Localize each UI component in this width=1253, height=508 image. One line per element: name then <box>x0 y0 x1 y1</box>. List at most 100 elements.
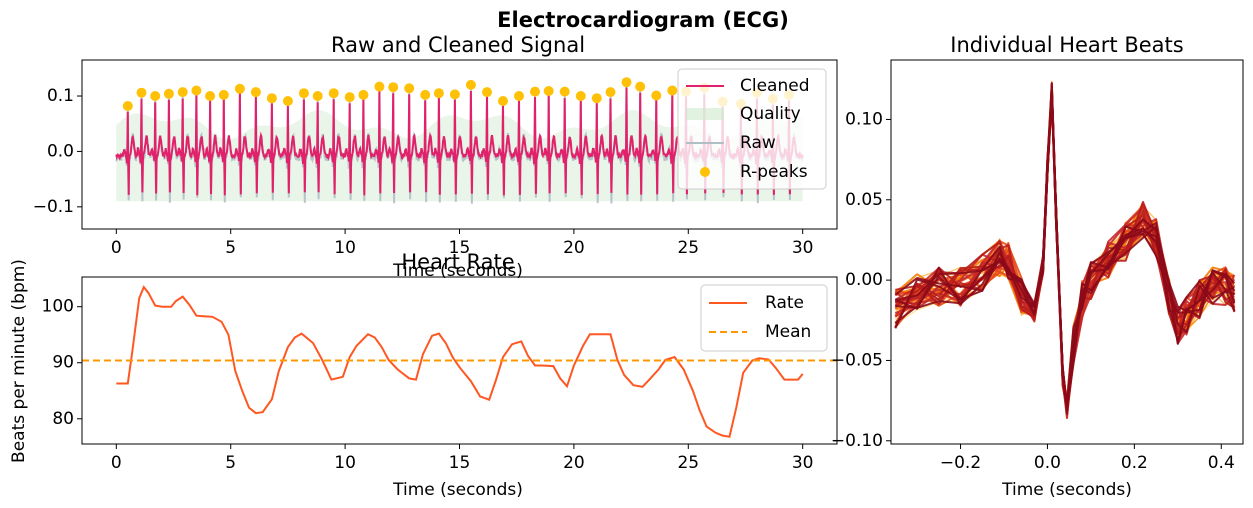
heartbeat-line <box>894 89 1235 410</box>
heartbeats-xtick-label: 0.2 <box>1121 453 1148 473</box>
axes-frame <box>890 59 1244 445</box>
legend-label: Mean <box>765 322 811 342</box>
heartbeats-y-ticks: −0.10 −0.05 0.00 0.05 0.10 <box>831 109 891 451</box>
heartbeats-ytick-label: 0.10 <box>845 109 883 129</box>
heartbeat-line <box>894 99 1235 409</box>
heartbeats-ytick-label: 0.00 <box>845 270 883 290</box>
heart-rate-y-ticks: 80 90 100 <box>42 297 82 429</box>
r-peak-point <box>205 91 216 101</box>
heartbeat-line <box>894 89 1236 401</box>
r-peak-point <box>282 96 293 106</box>
r-peak-point <box>191 85 202 96</box>
heartbeat-line <box>894 88 1236 407</box>
raw-cleaned-xtick-label: 30 <box>792 238 814 258</box>
heartbeat-line <box>894 96 1236 408</box>
r-peak-point <box>482 87 492 98</box>
heartbeat-line <box>894 98 1236 402</box>
heartbeats-ytick-label: 0.05 <box>845 190 883 210</box>
r-peak-point <box>163 88 174 99</box>
raw-cleaned-xtick-label: 0 <box>111 238 122 258</box>
heartbeat-line <box>894 92 1236 402</box>
heart-rate-ytick-label: 80 <box>52 409 74 429</box>
r-peak-point <box>358 89 369 100</box>
heart-rate-xlabel: Time (seconds) <box>392 480 523 500</box>
heart-rate-xtick-label: 10 <box>334 453 356 473</box>
heartbeat-line <box>894 81 1235 417</box>
heartbeats-ytick-label: −0.05 <box>831 350 883 370</box>
heartbeat-line <box>894 87 1236 416</box>
heartbeats-ytick-label: −0.10 <box>831 431 883 451</box>
raw-cleaned-title: Raw and Cleaned Signal <box>331 33 585 57</box>
heartbeat-line <box>894 82 1235 415</box>
heartbeat-line <box>895 96 1236 403</box>
r-peak-point <box>651 90 662 101</box>
heartbeat-line <box>894 85 1236 409</box>
r-peak-point <box>266 93 277 104</box>
r-peak-point <box>388 82 399 93</box>
heartbeat-line <box>895 92 1236 415</box>
r-peak-point <box>298 88 309 99</box>
heartbeat-line <box>894 82 1235 404</box>
heart-rate-ylabel: Beats per minute (bpm) <box>9 259 29 463</box>
raw-cleaned-xlabel: Time (seconds) <box>392 261 523 281</box>
r-peak-point <box>344 92 355 103</box>
r-peak-point <box>605 87 616 98</box>
heart-rate-xtick-label: 30 <box>792 453 814 473</box>
heart-rate-x-ticks: 0 5 10 15 20 25 30 <box>111 444 814 473</box>
heart-rate-xtick-label: 25 <box>677 453 699 473</box>
heartbeat-line <box>894 93 1236 404</box>
legend-label: Raw <box>740 133 776 153</box>
heartbeats-xtick-label: 0.0 <box>1034 453 1061 473</box>
r-peak-point <box>234 83 245 94</box>
r-peak-point <box>404 83 415 94</box>
r-peak-point <box>591 93 602 104</box>
raw-cleaned-xtick-label: 25 <box>677 238 699 258</box>
r-peak-point <box>374 81 385 92</box>
legend-rpeaks-swatch <box>700 167 710 177</box>
heartbeat-line <box>894 90 1235 419</box>
raw-cleaned-panel: Raw and Cleaned Signal 0 5 10 15 20 25 30 −0.1… <box>33 33 838 281</box>
heartbeat-line <box>894 82 1236 420</box>
r-peak-point <box>177 87 188 98</box>
r-peak-point <box>312 91 323 101</box>
heartbeat-line <box>894 95 1235 411</box>
heart-rate-legend: Rate Mean <box>700 284 828 352</box>
heartbeat-line <box>894 93 1235 402</box>
r-peak-point <box>514 91 524 101</box>
figure-suptitle: Electrocardiogram (ECG) <box>497 8 789 32</box>
heartbeat-line <box>895 96 1236 403</box>
heartbeat-line <box>894 86 1235 412</box>
r-peak-point <box>150 91 161 101</box>
heartbeat-line <box>894 94 1236 411</box>
heartbeat-line <box>895 89 1236 408</box>
raw-cleaned-legend: Cleaned Quality Raw R-peaks <box>677 68 827 190</box>
r-peak-point <box>543 86 554 96</box>
legend-label: Rate <box>765 293 804 313</box>
heart-rate-xtick-label: 5 <box>225 453 236 473</box>
heart-rate-line <box>116 285 804 438</box>
r-peak-point <box>559 86 570 97</box>
raw-cleaned-x-ticks: 0 5 10 15 20 25 30 <box>111 229 814 258</box>
heartbeats-xtick-label: −0.2 <box>940 453 981 473</box>
r-peak-point <box>575 91 586 101</box>
r-peak-point <box>635 81 646 92</box>
raw-cleaned-xtick-label: 20 <box>563 238 585 258</box>
r-peak-point <box>530 86 540 97</box>
r-peak-point <box>433 88 444 99</box>
heartbeats-xlabel: Time (seconds) <box>1001 480 1132 500</box>
heartbeat-line <box>895 97 1235 402</box>
heartbeat-line <box>894 81 1236 413</box>
heartbeat-line <box>894 92 1235 405</box>
heart-rate-xtick-label: 15 <box>449 453 471 473</box>
heartbeat-line <box>895 87 1236 418</box>
r-peak-point <box>122 101 133 111</box>
raw-cleaned-y-ticks: −0.1 0.0 0.1 <box>33 86 82 217</box>
heartbeat-line <box>894 95 1235 418</box>
heartbeats-title: Individual Heart Beats <box>950 33 1183 57</box>
raw-cleaned-ytick-label: 0.1 <box>47 86 74 106</box>
r-peak-point <box>218 89 229 100</box>
heart-rate-ytick-label: 90 <box>52 353 74 373</box>
heartbeat-line <box>894 98 1236 401</box>
heartbeat-line <box>895 94 1235 408</box>
